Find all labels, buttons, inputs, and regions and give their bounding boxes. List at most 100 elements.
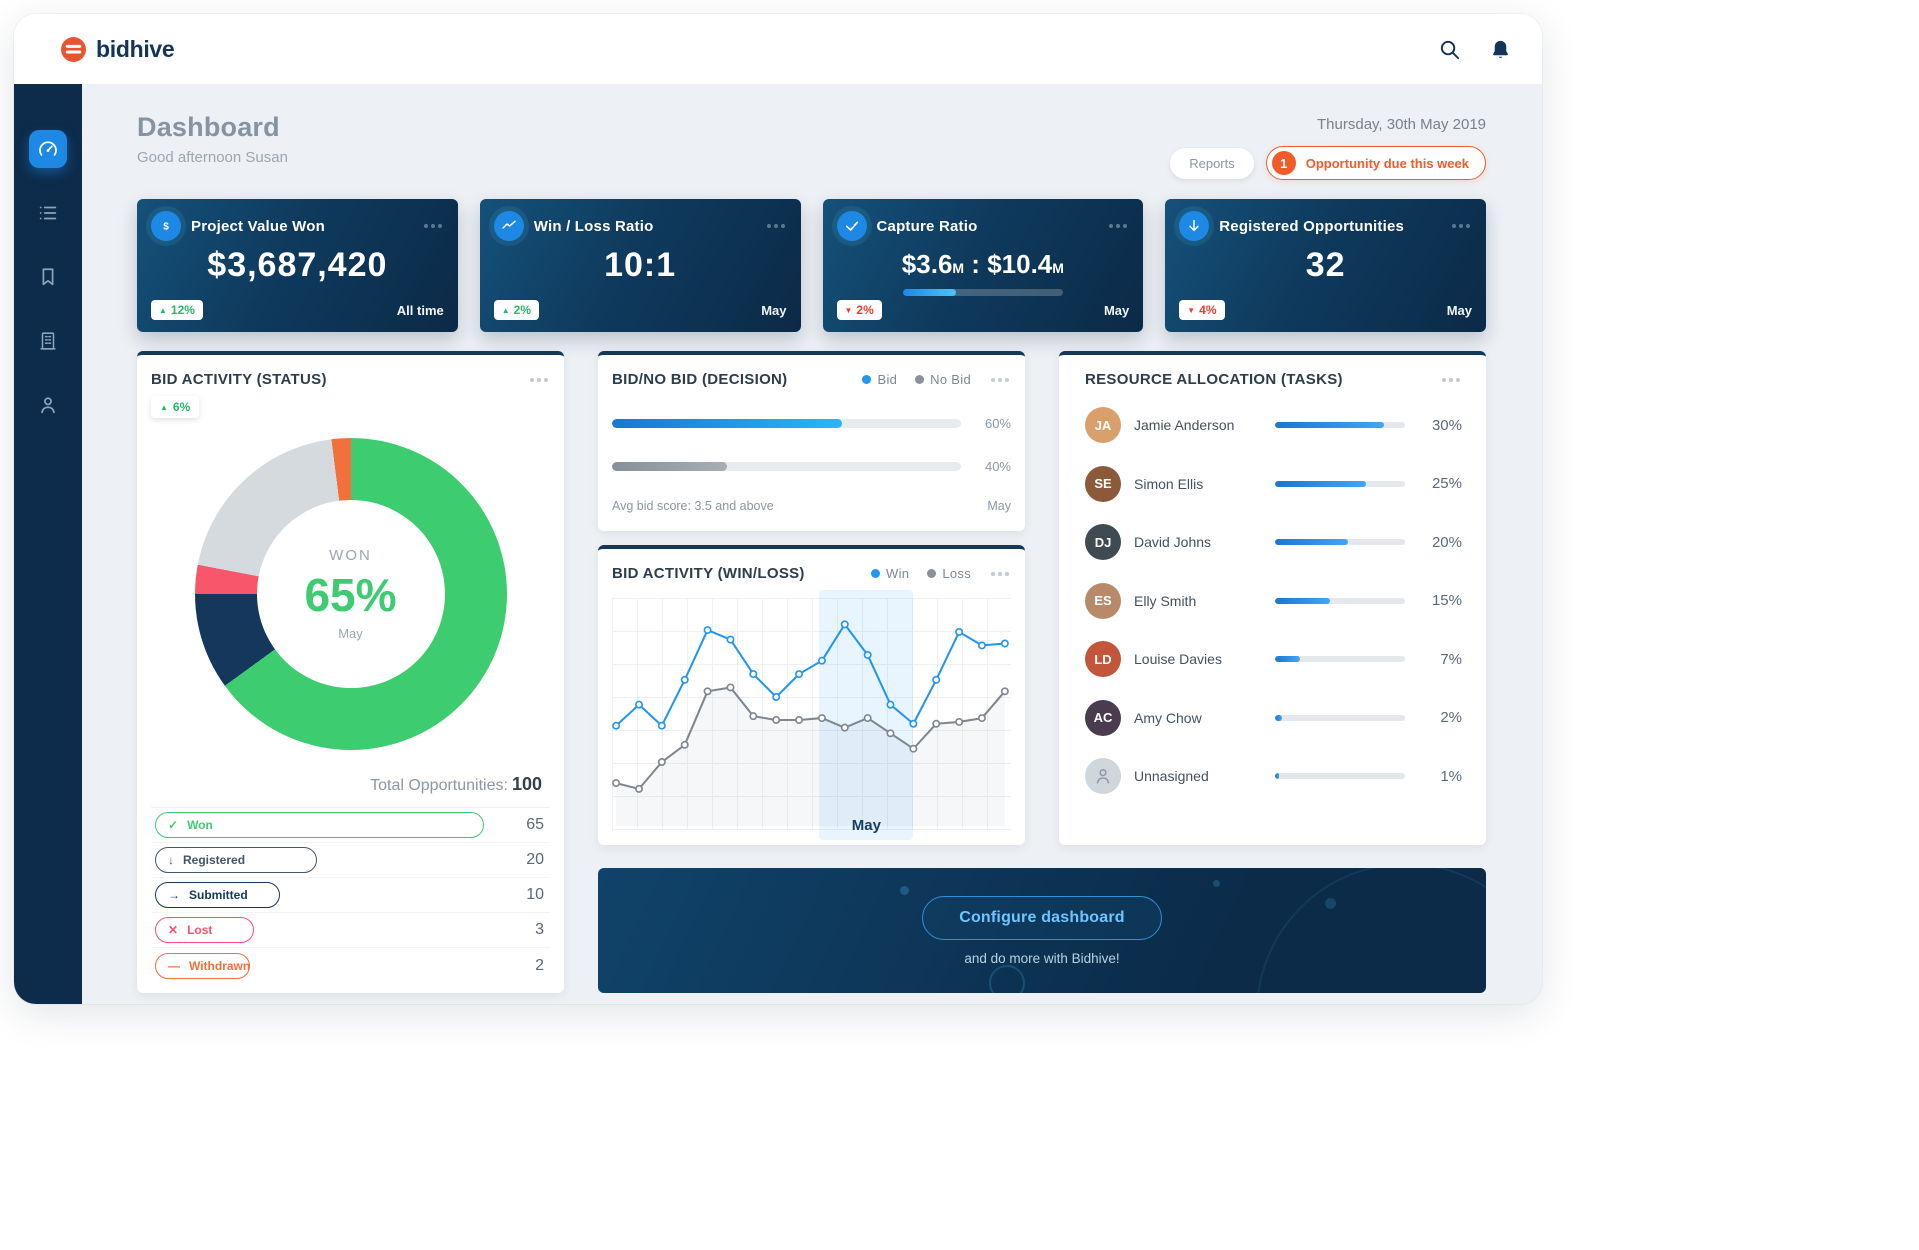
page-title: Dashboard bbox=[137, 112, 280, 142]
status-pill-withdrawn[interactable]: — Withdrawn bbox=[155, 952, 251, 979]
brand-logo[interactable]: bidhive bbox=[60, 36, 175, 63]
status-pill-won[interactable]: ✓ Won bbox=[155, 812, 484, 838]
more-menu-icon[interactable] bbox=[1440, 374, 1462, 386]
more-menu-icon[interactable] bbox=[989, 374, 1011, 386]
decorative-dot bbox=[1325, 898, 1336, 909]
decorative-dot bbox=[1212, 880, 1220, 887]
avatar bbox=[1085, 758, 1121, 795]
more-menu-icon[interactable] bbox=[1107, 220, 1129, 232]
loss-legend-dot bbox=[927, 569, 937, 578]
status-count: 2 bbox=[535, 956, 544, 974]
capture-progress-bar bbox=[902, 289, 1063, 296]
kpi-value: 10:1 bbox=[604, 246, 677, 284]
card-title: BID/NO BID (DECISION) bbox=[612, 371, 788, 388]
avatar: SE bbox=[1085, 465, 1121, 502]
person-row: LD Louise Davies 7% bbox=[1085, 630, 1462, 689]
allocation-percentage: 25% bbox=[1431, 475, 1462, 493]
more-menu-icon[interactable] bbox=[765, 220, 787, 232]
win-loss-card: BID ACTIVITY (WIN/LOSS) Win Loss May bbox=[598, 545, 1025, 845]
card-title: BID ACTIVITY (STATUS) bbox=[151, 371, 327, 388]
bid-activity-status-card: BID ACTIVITY (STATUS) ▲ 6% WON 65% May bbox=[137, 351, 564, 993]
avg-bid-score-note: Avg bid score: 3.5 and above bbox=[612, 499, 774, 513]
sidebar-item-dashboard[interactable] bbox=[29, 130, 67, 168]
decorative-circle bbox=[988, 965, 1025, 993]
sidebar-item-organisation[interactable] bbox=[29, 322, 67, 360]
search-icon[interactable] bbox=[1438, 38, 1461, 61]
more-menu-icon[interactable] bbox=[528, 374, 550, 386]
person-name: Elly Smith bbox=[1134, 592, 1197, 609]
status-pill-lost[interactable]: ✕ Lost bbox=[155, 917, 255, 943]
kpi-row: $ Project Value Won $3,687,420 ▲ 12% All time… bbox=[137, 199, 1486, 332]
list-icon bbox=[37, 202, 59, 224]
arrow-right-icon: → bbox=[168, 888, 180, 902]
person-row: Unnasigned 1% bbox=[1085, 747, 1462, 806]
person-row: DJ David Johns 20% bbox=[1085, 513, 1462, 572]
status-delta-badge: ▲ 6% bbox=[151, 396, 200, 418]
status-pill-registered[interactable]: ↓ Registered bbox=[155, 847, 317, 873]
sidebar-item-profile[interactable] bbox=[29, 386, 67, 424]
status-count: 3 bbox=[535, 921, 544, 938]
allocation-percentage: 1% bbox=[1440, 767, 1462, 785]
main-content: Dashboard Good afternoon Susan Thursday,… bbox=[82, 84, 1542, 1004]
kpi-value: 32 bbox=[1305, 246, 1346, 284]
allocation-percentage: 2% bbox=[1440, 709, 1462, 727]
more-menu-icon[interactable] bbox=[422, 220, 444, 232]
status-row-submitted: → Submitted 10 bbox=[151, 878, 550, 913]
allocation-bar bbox=[1275, 656, 1405, 663]
alert-label: Opportunity due this week bbox=[1305, 155, 1469, 171]
topbar: bidhive bbox=[14, 14, 1542, 84]
allocation-percentage: 7% bbox=[1440, 650, 1462, 668]
sidebar-item-bids-list[interactable] bbox=[29, 194, 67, 232]
card-title: RESOURCE ALLOCATION (TASKS) bbox=[1085, 371, 1343, 388]
bid-no-bid-card: BID/NO BID (DECISION) Bid No Bid 60% 40% … bbox=[598, 351, 1025, 531]
svg-text:$: $ bbox=[163, 221, 169, 232]
card-title: BID ACTIVITY (WIN/LOSS) bbox=[612, 565, 805, 582]
decision-bars: 60% 40% bbox=[612, 416, 1011, 474]
person-row: JA Jamie Anderson 30% bbox=[1085, 396, 1462, 455]
bar-percentage: 40% bbox=[984, 459, 1011, 474]
person-name: David Johns bbox=[1134, 534, 1212, 551]
win-legend-dot bbox=[871, 569, 881, 578]
win-legend-label: Win bbox=[886, 566, 910, 581]
more-menu-icon[interactable] bbox=[989, 568, 1011, 580]
legend: Win Loss bbox=[871, 566, 971, 581]
reports-button[interactable]: Reports bbox=[1170, 147, 1254, 179]
avatar: DJ bbox=[1085, 524, 1121, 561]
kpi-value: $3,687,420 bbox=[207, 246, 388, 284]
resource-allocation-card: RESOURCE ALLOCATION (TASKS) JA Jamie Ande… bbox=[1059, 351, 1486, 845]
bid-legend-dot bbox=[862, 375, 872, 384]
cross-icon: ✕ bbox=[168, 923, 179, 937]
no-bid-legend-dot bbox=[915, 375, 925, 384]
notifications-bell-icon[interactable] bbox=[1489, 38, 1512, 61]
donut-center: WON 65% May bbox=[256, 500, 445, 688]
allocation-bar bbox=[1275, 539, 1405, 546]
check-icon bbox=[836, 211, 867, 241]
no-bid-legend-label: No Bid bbox=[930, 372, 971, 387]
sidebar-item-saved[interactable] bbox=[29, 258, 67, 296]
kpi-card-project-value-won: $ Project Value Won $3,687,420 ▲ 12% All time bbox=[137, 199, 458, 332]
status-pill-submitted[interactable]: → Submitted bbox=[155, 882, 280, 908]
person-row: ES Elly Smith 15% bbox=[1085, 572, 1462, 631]
decorative-circle bbox=[1256, 868, 1486, 993]
allocation-bar bbox=[1275, 597, 1405, 604]
status-row-registered: ↓ Registered 20 bbox=[151, 843, 550, 878]
avatar: ES bbox=[1085, 582, 1121, 619]
more-menu-icon[interactable] bbox=[1450, 220, 1472, 232]
total-opportunities: Total Opportunities: 100 bbox=[370, 774, 542, 794]
opportunity-alert-button[interactable]: 1 Opportunity due this week bbox=[1265, 146, 1486, 180]
person-name: Simon Ellis bbox=[1134, 475, 1204, 492]
allocation-bar bbox=[1275, 480, 1405, 487]
status-count: 65 bbox=[526, 816, 544, 833]
allocation-percentage: 30% bbox=[1431, 416, 1462, 434]
allocation-bar bbox=[1275, 714, 1405, 721]
app-window: bidhive Dashboard Good afternoon Susan T… bbox=[14, 14, 1542, 1004]
period-label: May bbox=[1103, 302, 1130, 318]
decorative-dot bbox=[899, 886, 909, 895]
topbar-actions bbox=[1438, 38, 1512, 61]
loss-legend-label: Loss bbox=[942, 566, 971, 581]
kpi-card-capture-ratio: Capture Ratio $3.6M : $10.4M ▼ 2% May bbox=[822, 199, 1144, 332]
trend-icon bbox=[493, 211, 524, 241]
status-count: 20 bbox=[526, 851, 544, 868]
configure-dashboard-button[interactable]: Configure dashboard bbox=[922, 895, 1162, 940]
status-legend-list: ✓ Won 65 ↓ Registered 20 → Submitted 10 ✕ Lost 3 — Wi… bbox=[151, 807, 550, 983]
